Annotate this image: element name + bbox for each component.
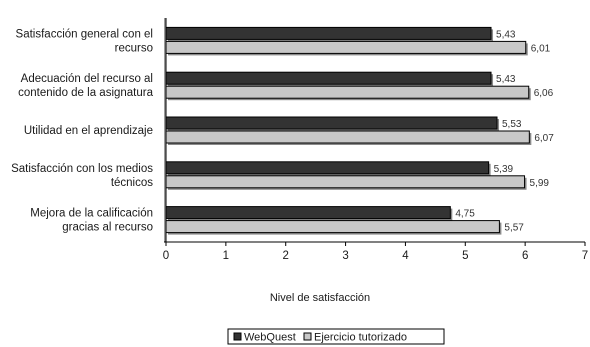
data-label: 4,75 (455, 209, 475, 220)
bar-webquest (165, 206, 451, 220)
x-tick-label: 7 (582, 250, 588, 262)
data-label: 6,07 (534, 133, 554, 144)
bar-ejercicio-tutorizado (165, 85, 530, 99)
bar-webquest (165, 116, 498, 130)
x-tick-label: 3 (342, 250, 348, 262)
legend-swatch (303, 332, 312, 341)
legend-box (227, 328, 445, 345)
data-label: 5,53 (502, 119, 522, 130)
legend-label: Ejercicio tutorizado (314, 332, 407, 344)
x-tick-label: 0 (163, 250, 169, 262)
bar-ejercicio-tutorizado (165, 130, 530, 144)
bar-ejercicio-tutorizado (165, 40, 527, 54)
bar-webquest (165, 71, 492, 85)
category-label: Adecuación del recurso al contenido de la… (18, 73, 154, 99)
data-label: 6,06 (534, 88, 554, 99)
data-label: 5,43 (496, 29, 516, 40)
y-axis-shadow (164, 18, 166, 242)
category-label: Satisfacción general con el recurso (16, 28, 153, 54)
bar-webquest (165, 161, 490, 175)
category-label: Mejora de la calificación gracias al recu… (30, 208, 153, 234)
x-tick-label: 6 (522, 250, 528, 262)
bar-ejercicio-tutorizado (165, 175, 526, 189)
data-label: 5,99 (530, 178, 550, 189)
x-tick-label: 4 (402, 250, 409, 262)
legend-swatch (233, 332, 242, 341)
bar-webquest (165, 26, 492, 40)
plot-area (164, 18, 585, 243)
data-label: 5,39 (494, 164, 514, 175)
data-label: 5,57 (504, 223, 524, 234)
x-tick-label: 5 (462, 250, 468, 262)
bar-ejercicio-tutorizado (165, 220, 500, 234)
x-axis-title: Nivel de satisfacción (270, 292, 370, 304)
data-label: 5,43 (496, 74, 516, 85)
category-label: Utilidad en el aprendizaje (24, 125, 153, 137)
x-axis: 0 1 2 3 4 5 6 7 (163, 242, 588, 262)
category-labels: Satisfacción general con el recurso Adecua… (11, 28, 154, 233)
x-tick-label: 1 (223, 250, 229, 262)
category-label: Satisfacción con los medios técnicos (11, 163, 153, 189)
legend: WebQuest Ejercicio tutorizado (227, 328, 445, 345)
data-label: 6,01 (531, 43, 551, 54)
x-tick-label: 2 (283, 250, 289, 262)
bars: 5,43 6,01 5,43 6,06 5,53 6,07 5,39 5,99 4,75 5,57 (165, 26, 554, 235)
legend-label: WebQuest (244, 332, 296, 344)
